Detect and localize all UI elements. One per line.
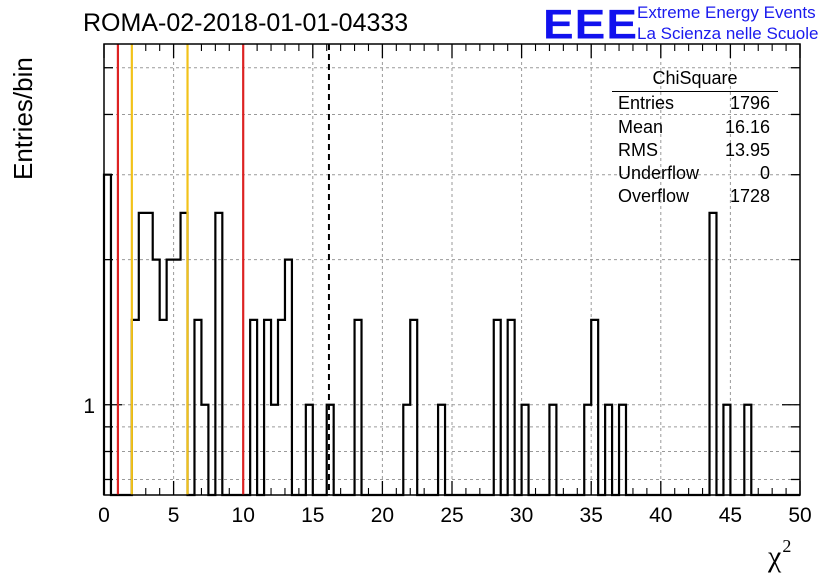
histogram-bin xyxy=(174,260,181,495)
x-tick-label: 30 xyxy=(510,504,533,527)
stats-value: 0 xyxy=(759,163,770,183)
x-tick-label: 15 xyxy=(301,504,324,527)
stats-value: 16.16 xyxy=(724,117,770,137)
x-tick-labels: 0 5 10 15 20 25 30 35 40 45 50 xyxy=(98,504,812,527)
stats-label: Overflow xyxy=(618,186,690,206)
stats-row-rms: RMS 13.95 xyxy=(618,140,770,163)
stats-value: 13.95 xyxy=(724,140,770,160)
x-axis-label-superscript: 2 xyxy=(782,536,792,556)
x-tick-label: 5 xyxy=(168,504,180,527)
stats-divider xyxy=(612,91,778,92)
stats-row-overflow: Overflow 1728 xyxy=(618,186,770,209)
stats-label: RMS xyxy=(618,140,658,160)
chart-title: ROMA-02-2018-01-01-04333 xyxy=(83,9,409,37)
x-tick-label: 10 xyxy=(232,504,255,527)
x-tick-label: 0 xyxy=(98,504,110,527)
stats-row-entries: Entries 1796 xyxy=(618,93,770,116)
stats-row-underflow: Underflow 0 xyxy=(618,163,770,186)
stats-label: Mean xyxy=(618,117,664,137)
grid xyxy=(104,44,800,495)
x-tick-label: 35 xyxy=(580,504,603,527)
reference-lines xyxy=(116,44,330,495)
x-tick-label: 45 xyxy=(719,504,742,527)
x-axis-label-main: χ xyxy=(768,540,782,573)
logo-line-1: Extreme Energy Events xyxy=(637,3,816,22)
y-tick-labels: 1 xyxy=(83,395,95,418)
x-tick-label: 25 xyxy=(440,504,463,527)
histogram-bin xyxy=(160,320,167,495)
histogram-bin xyxy=(271,405,278,495)
x-tick-label: 50 xyxy=(788,504,811,527)
eee-logo-mark: EEE xyxy=(543,0,639,48)
stats-value: 1728 xyxy=(729,186,770,206)
x-tick-label: 40 xyxy=(649,504,672,527)
stats-value: 1796 xyxy=(729,93,770,113)
stats-box: ChiSquare Entries 1796 Mean 16.16 RMS 13… xyxy=(612,66,778,210)
y-tick-label: 1 xyxy=(83,395,95,418)
stats-title: ChiSquare xyxy=(652,68,738,88)
stats-row-mean: Mean 16.16 xyxy=(618,117,770,140)
x-tick-label: 20 xyxy=(371,504,394,527)
stats-label: Entries xyxy=(618,93,675,113)
x-axis-label: χ2 xyxy=(768,536,791,574)
stats-label: Underflow xyxy=(618,163,700,183)
logo-line-2: La Scienza nelle Scuole xyxy=(637,24,819,43)
plot-frame xyxy=(103,43,801,496)
